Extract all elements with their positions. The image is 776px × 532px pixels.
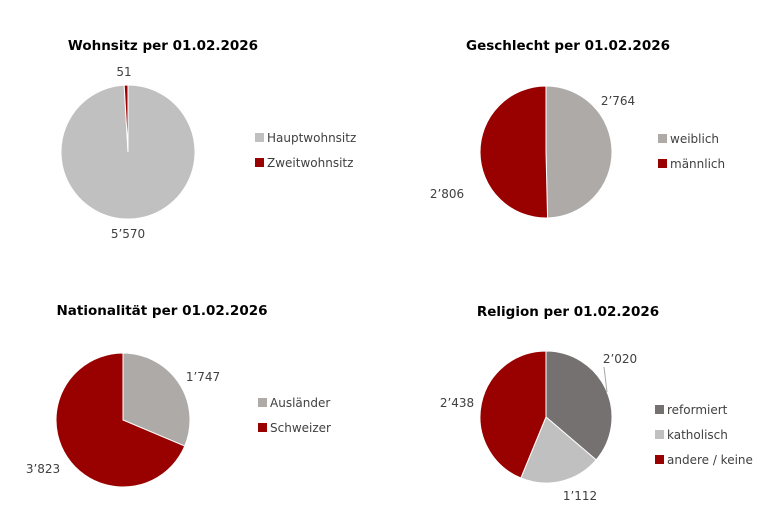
pie-slice-anderekeine	[479, 350, 547, 479]
data-label: 5’570	[111, 227, 145, 241]
chart-title: Religion per 01.02.2026	[477, 304, 659, 320]
legend-label: katholisch	[667, 428, 728, 442]
data-label: 2’438	[440, 396, 474, 410]
pie-slice-zweitwohnsitz	[123, 84, 129, 153]
legend-swatch	[258, 398, 267, 407]
data-label: 51	[116, 65, 131, 79]
legend-swatch	[258, 423, 267, 432]
legend-label: reformiert	[667, 403, 728, 417]
data-label: 1’747	[186, 370, 220, 384]
legend-label: männlich	[670, 157, 725, 171]
chart-title: Geschlecht per 01.02.2026	[466, 38, 670, 54]
pie-slice-schweizer	[55, 352, 186, 488]
data-label: 3’823	[26, 462, 60, 476]
legend-label: weiblich	[670, 132, 719, 146]
legend-label: Zweitwohnsitz	[267, 156, 353, 170]
pie-slice-auslnder	[122, 352, 191, 447]
legend-label: Hauptwohnsitz	[267, 131, 356, 145]
chart-title: Wohnsitz per 01.02.2026	[68, 38, 258, 54]
legend-swatch	[658, 159, 667, 168]
leader-line	[603, 366, 608, 393]
legend-label: Ausländer	[270, 396, 330, 410]
legend-swatch	[655, 455, 664, 464]
data-label: 2’806	[430, 187, 464, 201]
pie-slice-mnnlich	[479, 85, 549, 219]
legend-label: Schweizer	[270, 421, 331, 435]
legend-swatch	[655, 405, 664, 414]
legend-swatch	[255, 158, 264, 167]
legend-swatch	[655, 430, 664, 439]
legend-swatch	[255, 133, 264, 142]
data-label: 1’112	[563, 489, 597, 503]
data-label: 2’764	[601, 94, 635, 108]
legend-swatch	[658, 134, 667, 143]
legend-label: andere / keine	[667, 453, 753, 467]
pie-slice-reformiert	[545, 350, 613, 461]
pie-slice-weiblich	[545, 85, 613, 219]
chart-title: Nationalität per 01.02.2026	[56, 303, 267, 319]
data-label: 2’020	[603, 352, 637, 366]
